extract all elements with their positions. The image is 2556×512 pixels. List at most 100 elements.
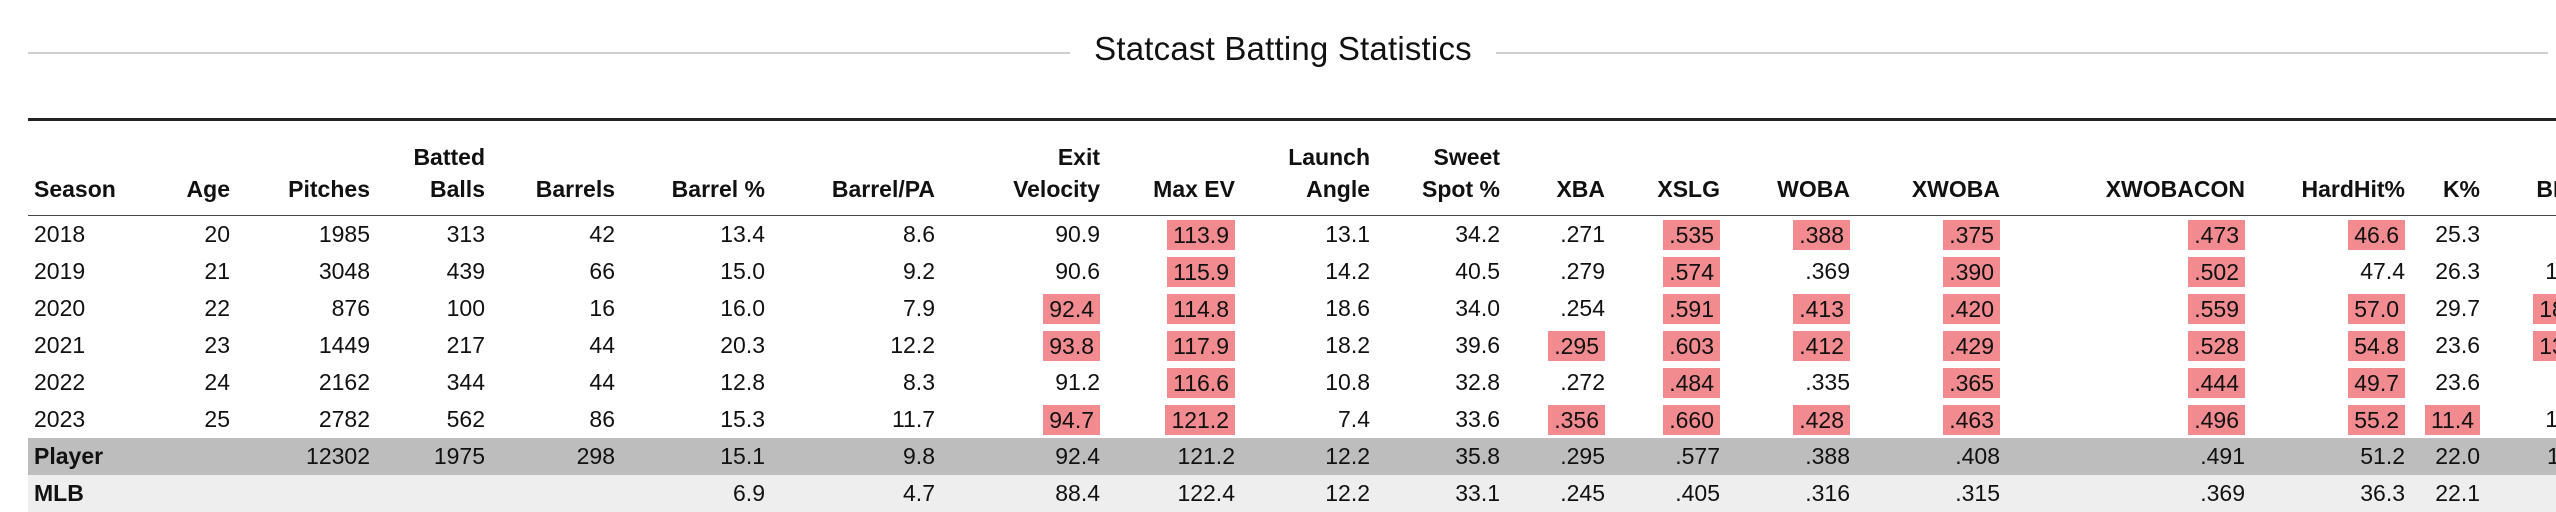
title-divider-right (1496, 52, 2548, 54)
column-header-woba[interactable]: WOBA (1728, 120, 1858, 216)
cell-barrels (493, 475, 623, 512)
column-header-barrel[interactable]: Barrel % (623, 120, 773, 216)
cell-xwoba: .390 (1858, 253, 2008, 290)
highlight-badge: 114.8 (1167, 294, 1235, 324)
highlight-badge: .463 (1943, 405, 2000, 435)
highlight-badge: 49.7 (2348, 368, 2405, 398)
cell-season: 2019 (28, 253, 138, 290)
highlight-badge: .356 (1548, 405, 1605, 435)
cell-exit-velocity: 88.4 (943, 475, 1108, 512)
column-header-xslg[interactable]: XSLG (1613, 120, 1728, 216)
cell-barrel-pa: 11.7 (773, 401, 943, 438)
cell-exit-velocity: 93.8 (943, 327, 1108, 364)
column-header-barrels[interactable]: Barrels (493, 120, 623, 216)
cell-xwoba: .375 (1858, 216, 2008, 254)
cell-pitches: 2162 (238, 364, 378, 401)
column-header-xba[interactable]: XBA (1508, 120, 1613, 216)
cell-barrel-pa: 7.9 (773, 290, 943, 327)
cell-sweet-spot: 33.6 (1378, 401, 1508, 438)
cell-sweet-spot: 34.2 (1378, 216, 1508, 254)
cell-k: 25.3 (2413, 216, 2488, 254)
cell-barrel-pa: 9.2 (773, 253, 943, 290)
cell-batted-balls (378, 475, 493, 512)
cell-k: 11.4 (2413, 401, 2488, 438)
cell-age: 25 (138, 401, 238, 438)
highlight-badge: .603 (1663, 331, 1720, 361)
cell-exit-velocity: 92.4 (943, 438, 1108, 475)
cell-sweet-spot: 35.8 (1378, 438, 1508, 475)
cell-season: 2023 (28, 401, 138, 438)
column-header-max-ev[interactable]: Max EV (1108, 120, 1243, 216)
cell-k: 26.3 (2413, 253, 2488, 290)
cell-xwoba: .365 (1858, 364, 2008, 401)
cell-exit-velocity: 90.9 (943, 216, 1108, 254)
cell-xslg: .574 (1613, 253, 1728, 290)
cell-hardhit: 49.7 (2253, 364, 2413, 401)
highlight-badge: .535 (1663, 220, 1720, 250)
cell-bb: 8.4 (2488, 475, 2556, 512)
cell-barrel: 15.1 (623, 438, 773, 475)
cell-batted-balls: 313 (378, 216, 493, 254)
cell-xba: .279 (1508, 253, 1613, 290)
cell-pitches: 1985 (238, 216, 378, 254)
cell-barrels: 66 (493, 253, 623, 290)
column-header-xwoba[interactable]: XWOBA (1858, 120, 2008, 216)
cell-barrel-pa: 8.3 (773, 364, 943, 401)
cell-barrel: 13.4 (623, 216, 773, 254)
cell-pitches: 876 (238, 290, 378, 327)
cell-woba: .413 (1728, 290, 1858, 327)
cell-sweet-spot: 39.6 (1378, 327, 1508, 364)
cell-sweet-spot: 40.5 (1378, 253, 1508, 290)
column-header-hardhit[interactable]: HardHit% (2253, 120, 2413, 216)
highlight-badge: .591 (1663, 294, 1720, 324)
cell-batted-balls: 217 (378, 327, 493, 364)
column-header-barrel-pa[interactable]: Barrel/PA (773, 120, 943, 216)
column-header-k[interactable]: K% (2413, 120, 2488, 216)
cell-age: 22 (138, 290, 238, 327)
cell-exit-velocity: 92.4 (943, 290, 1108, 327)
highlight-badge: 92.4 (1043, 294, 1100, 324)
cell-woba: .388 (1728, 438, 1858, 475)
cell-k: 29.7 (2413, 290, 2488, 327)
cell-xslg: .405 (1613, 475, 1728, 512)
column-header-age[interactable]: Age (138, 120, 238, 216)
column-header-pitches[interactable]: Pitches (238, 120, 378, 216)
highlight-badge: 115.9 (1167, 257, 1235, 287)
column-header-bb[interactable]: BB% (2488, 120, 2556, 216)
cell-launch-angle: 10.8 (1243, 364, 1378, 401)
cell-age: 20 (138, 216, 238, 254)
highlight-badge: 18.8 (2533, 294, 2556, 324)
cell-season: 2018 (28, 216, 138, 254)
cell-launch-angle: 18.6 (1243, 290, 1378, 327)
cell-age: 21 (138, 253, 238, 290)
cell-season: Player (28, 438, 138, 475)
highlight-badge: .496 (2188, 405, 2245, 435)
title-row: Statcast Batting Statistics (28, 22, 2548, 82)
title-divider-left (28, 52, 1070, 54)
cell-xslg: .535 (1613, 216, 1728, 254)
highlight-badge: .444 (2188, 368, 2245, 398)
cell-xwobacon: .369 (2008, 475, 2253, 512)
cell-xslg: .591 (1613, 290, 1728, 327)
cell-launch-angle: 7.4 (1243, 401, 1378, 438)
column-header-xwobacon[interactable]: XWOBACON (2008, 120, 2253, 216)
highlight-badge: .428 (1793, 405, 1850, 435)
cell-xwobacon: .528 (2008, 327, 2253, 364)
cell-woba: .428 (1728, 401, 1858, 438)
highlight-badge: .484 (1663, 368, 1720, 398)
cell-xwoba: .420 (1858, 290, 2008, 327)
cell-barrel: 6.9 (623, 475, 773, 512)
cell-max-ev: 117.9 (1108, 327, 1243, 364)
column-header-season[interactable]: Season (28, 120, 138, 216)
cell-hardhit: 47.4 (2253, 253, 2413, 290)
